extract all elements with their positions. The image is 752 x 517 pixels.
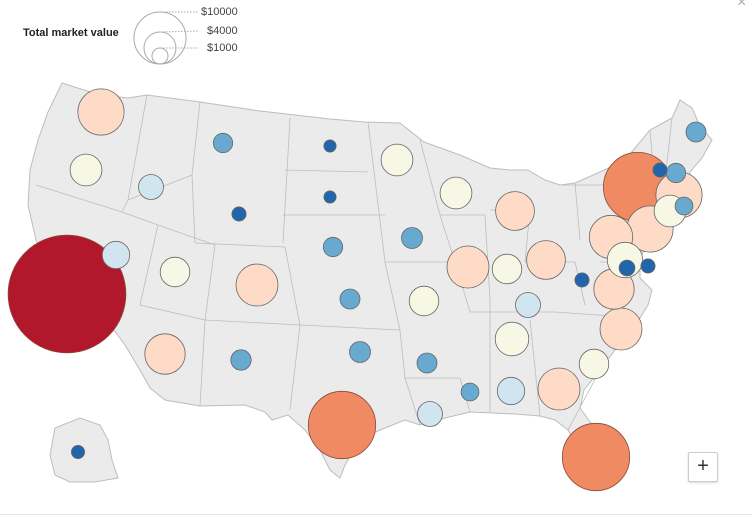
state-border-line [484, 214, 491, 301]
zoom-in-button[interactable]: + [688, 452, 718, 482]
state-border-line [574, 182, 581, 241]
legend-label-medium: $4000 [207, 25, 238, 37]
bubble-ok[interactable] [349, 341, 371, 363]
bubble-vt[interactable] [652, 162, 668, 178]
state-border-line [204, 319, 301, 326]
bubble-nv[interactable] [101, 240, 131, 270]
legend-circle-small [151, 47, 169, 65]
bubble-ms[interactable] [460, 382, 480, 402]
bubble-ia[interactable] [401, 227, 423, 249]
bubble-tn[interactable] [494, 321, 530, 357]
bubble-wa[interactable] [77, 88, 125, 136]
bubble-ak[interactable] [71, 444, 86, 459]
bubble-ar[interactable] [416, 352, 438, 374]
legend-circles [133, 11, 199, 65]
bubble-me[interactable] [685, 121, 707, 143]
bubble-ut[interactable] [159, 256, 191, 288]
bubble-oh[interactable] [526, 240, 566, 280]
bubble-layer [7, 88, 707, 492]
bubble-or[interactable] [69, 153, 103, 187]
state-border-line [204, 244, 216, 321]
bubble-ky[interactable] [515, 292, 541, 318]
state-border-line [529, 319, 541, 417]
bubble-co[interactable] [235, 263, 279, 307]
bubble-wv[interactable] [574, 272, 590, 288]
bubble-de[interactable] [640, 258, 656, 274]
bubble-il[interactable] [446, 245, 490, 289]
bubble-ks[interactable] [339, 288, 361, 310]
bubble-az[interactable] [144, 333, 186, 375]
bubble-ga[interactable] [537, 367, 581, 411]
bubble-mi[interactable] [495, 191, 535, 231]
bubble-mt[interactable] [212, 132, 234, 154]
bubble-nm[interactable] [230, 349, 252, 371]
bubble-wi[interactable] [439, 176, 473, 210]
state-border-line [157, 224, 216, 246]
bubble-mn[interactable] [380, 143, 414, 177]
bubble-id[interactable] [138, 174, 164, 200]
state-border-line [367, 121, 386, 263]
state-border-line [384, 261, 401, 331]
bubble-sc[interactable] [578, 348, 610, 380]
bubble-sd[interactable] [323, 190, 337, 204]
bubble-nc[interactable] [599, 307, 643, 351]
bubble-nh[interactable] [665, 162, 687, 184]
legend-circle-large [133, 11, 187, 65]
bubble-nd[interactable] [323, 139, 337, 153]
state-border-line [282, 117, 291, 244]
bubble-tx[interactable] [307, 390, 377, 460]
state-border-line [194, 242, 286, 248]
close-icon[interactable]: × [737, 0, 747, 11]
state-border-line [35, 184, 123, 213]
bubble-fl[interactable] [561, 422, 631, 492]
legend-title: Total market value [23, 27, 119, 39]
legend-leader-line [159, 30, 199, 33]
bubble-ca[interactable] [7, 234, 127, 354]
state-border-line [567, 369, 601, 431]
state-border-line [284, 169, 369, 173]
divider [0, 514, 752, 515]
bubble-la[interactable] [417, 401, 443, 427]
bubble-ne[interactable] [322, 236, 344, 258]
bubble-mo[interactable] [408, 285, 440, 317]
bubble-in[interactable] [491, 253, 523, 285]
bubble-dc[interactable] [618, 259, 636, 277]
bubble-ri[interactable] [674, 196, 694, 216]
legend-label-large: $10000 [201, 6, 238, 18]
bubble-al[interactable] [496, 376, 526, 406]
bubble-wy[interactable] [231, 206, 247, 222]
state-border-line [299, 324, 401, 331]
legend-label-small: $1000 [207, 42, 238, 54]
